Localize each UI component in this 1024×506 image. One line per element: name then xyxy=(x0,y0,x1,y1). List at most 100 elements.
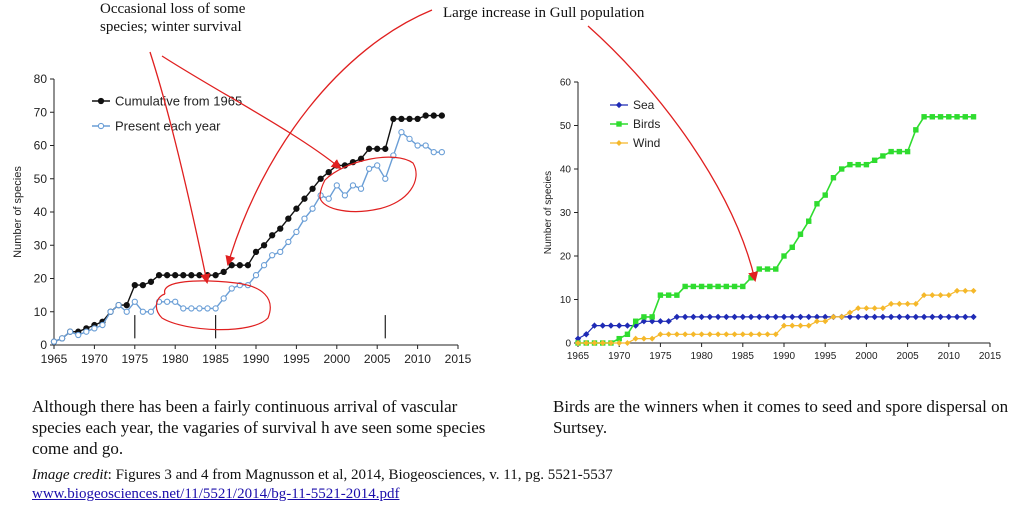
data-point-present xyxy=(58,335,66,342)
data-point-cumulative xyxy=(244,262,252,269)
data-point-cumulative xyxy=(180,272,187,279)
data-point-sea xyxy=(706,313,714,321)
data-point-birds xyxy=(871,157,878,163)
data-point-sea xyxy=(879,313,887,321)
data-point-wind xyxy=(665,331,672,338)
data-point-wind xyxy=(632,335,639,342)
y-tick-label: 70 xyxy=(34,105,48,119)
data-point-sea xyxy=(607,322,615,329)
annotation-winter-survival: Occasional loss of some species; winter … xyxy=(100,1,246,35)
data-point-wind xyxy=(591,340,598,346)
data-point-sea xyxy=(714,313,722,321)
data-point-sea xyxy=(962,313,969,321)
x-tick-label: 1995 xyxy=(814,351,837,362)
data-point-sea xyxy=(920,313,928,321)
data-point-sea xyxy=(953,313,961,321)
data-point-birds xyxy=(748,275,754,281)
x-tick-label: 1990 xyxy=(773,351,796,362)
x-tick-label: 1980 xyxy=(162,352,189,366)
data-point-cumulative xyxy=(123,301,130,309)
data-point-wind xyxy=(781,322,787,329)
data-point-wind xyxy=(715,331,722,338)
data-point-cumulative xyxy=(139,281,147,289)
data-point-wind xyxy=(682,331,689,338)
data-point-cumulative xyxy=(188,272,195,279)
x-tick-label: 1980 xyxy=(690,351,713,362)
annotation-arrow-left-2 xyxy=(161,55,342,170)
x-tick-label: 1975 xyxy=(649,351,672,362)
data-point-wind xyxy=(756,331,763,338)
x-tick-label: 2000 xyxy=(855,351,878,362)
legend-label-cumulative: Cumulative from 1965 xyxy=(115,94,242,109)
data-point-sea xyxy=(648,318,656,325)
credit-link[interactable]: www.biogeosciences.net/11/5521/2014/bg-1… xyxy=(32,486,400,502)
data-point-sea xyxy=(690,313,697,321)
data-point-birds xyxy=(665,292,672,298)
data-point-wind xyxy=(871,305,878,312)
data-point-birds xyxy=(789,244,795,250)
data-point-wind xyxy=(624,340,631,346)
credit-line: Image credit: Figures 3 and 4 from Magnu… xyxy=(32,466,613,485)
data-point-birds xyxy=(822,192,828,198)
y-tick-label: 40 xyxy=(34,205,48,219)
y-axis-title: Number of species xyxy=(543,171,554,254)
data-point-wind xyxy=(970,287,977,294)
data-point-wind xyxy=(962,287,969,294)
data-point-sea xyxy=(797,313,804,321)
data-point-present xyxy=(374,162,381,169)
data-point-wind xyxy=(838,313,845,320)
data-point-birds xyxy=(954,114,960,120)
data-point-birds xyxy=(715,283,721,290)
data-point-sea xyxy=(698,313,705,321)
data-point-birds xyxy=(624,331,631,337)
data-point-birds xyxy=(657,292,664,298)
y-tick-label: 80 xyxy=(34,72,48,86)
data-point-cumulative xyxy=(293,205,300,212)
data-point-present xyxy=(382,175,389,182)
data-point-cumulative xyxy=(414,115,421,123)
data-point-birds xyxy=(921,114,927,120)
data-point-present xyxy=(123,308,130,315)
data-point-wind xyxy=(822,318,829,325)
annotation-loop-left xyxy=(155,280,271,331)
legend-marker-present xyxy=(97,122,105,130)
data-point-cumulative xyxy=(228,262,235,269)
data-point-birds xyxy=(814,201,820,207)
data-point-wind xyxy=(649,335,656,342)
data-point-sea xyxy=(929,313,936,321)
legend-marker-cumulative xyxy=(97,97,105,105)
data-point-wind xyxy=(797,322,804,329)
data-point-birds xyxy=(863,161,870,168)
data-point-birds xyxy=(756,266,762,272)
annotation-arrow-right-1 xyxy=(225,9,433,266)
data-point-present xyxy=(349,182,357,189)
data-point-sea xyxy=(640,318,648,325)
chart-cumulative-species: 0 10 20 30 40 50 60 70 80 1965 1970 1975 1980 1985 199… xyxy=(12,72,472,366)
data-point-sea xyxy=(673,313,681,321)
data-point-present xyxy=(204,305,211,312)
data-point-present xyxy=(147,308,155,315)
data-point-present xyxy=(50,338,58,345)
data-point-wind xyxy=(855,305,862,312)
credit-text: : Figures 3 and 4 from Magnusson et al, … xyxy=(107,467,613,483)
data-point-present xyxy=(180,305,187,312)
data-point-present xyxy=(325,195,332,202)
data-point-sea xyxy=(772,313,779,321)
data-point-present xyxy=(67,328,74,335)
y-tick-label: 30 xyxy=(34,238,48,252)
data-point-cumulative xyxy=(382,145,389,152)
data-point-wind xyxy=(896,300,903,307)
data-point-present xyxy=(365,165,373,172)
data-point-present xyxy=(414,142,421,149)
data-point-cumulative xyxy=(390,115,397,123)
data-point-cumulative xyxy=(301,195,308,202)
data-point-present xyxy=(277,248,284,256)
x-tick-label: 2015 xyxy=(445,352,472,366)
data-point-wind xyxy=(945,292,952,299)
legend-marker-sea xyxy=(615,101,623,109)
data-point-birds xyxy=(773,266,779,272)
y-tick-label: 10 xyxy=(560,295,572,306)
legend-label-present: Present each year xyxy=(115,119,221,134)
data-point-birds xyxy=(880,153,886,159)
x-tick-label: 1965 xyxy=(567,351,590,362)
